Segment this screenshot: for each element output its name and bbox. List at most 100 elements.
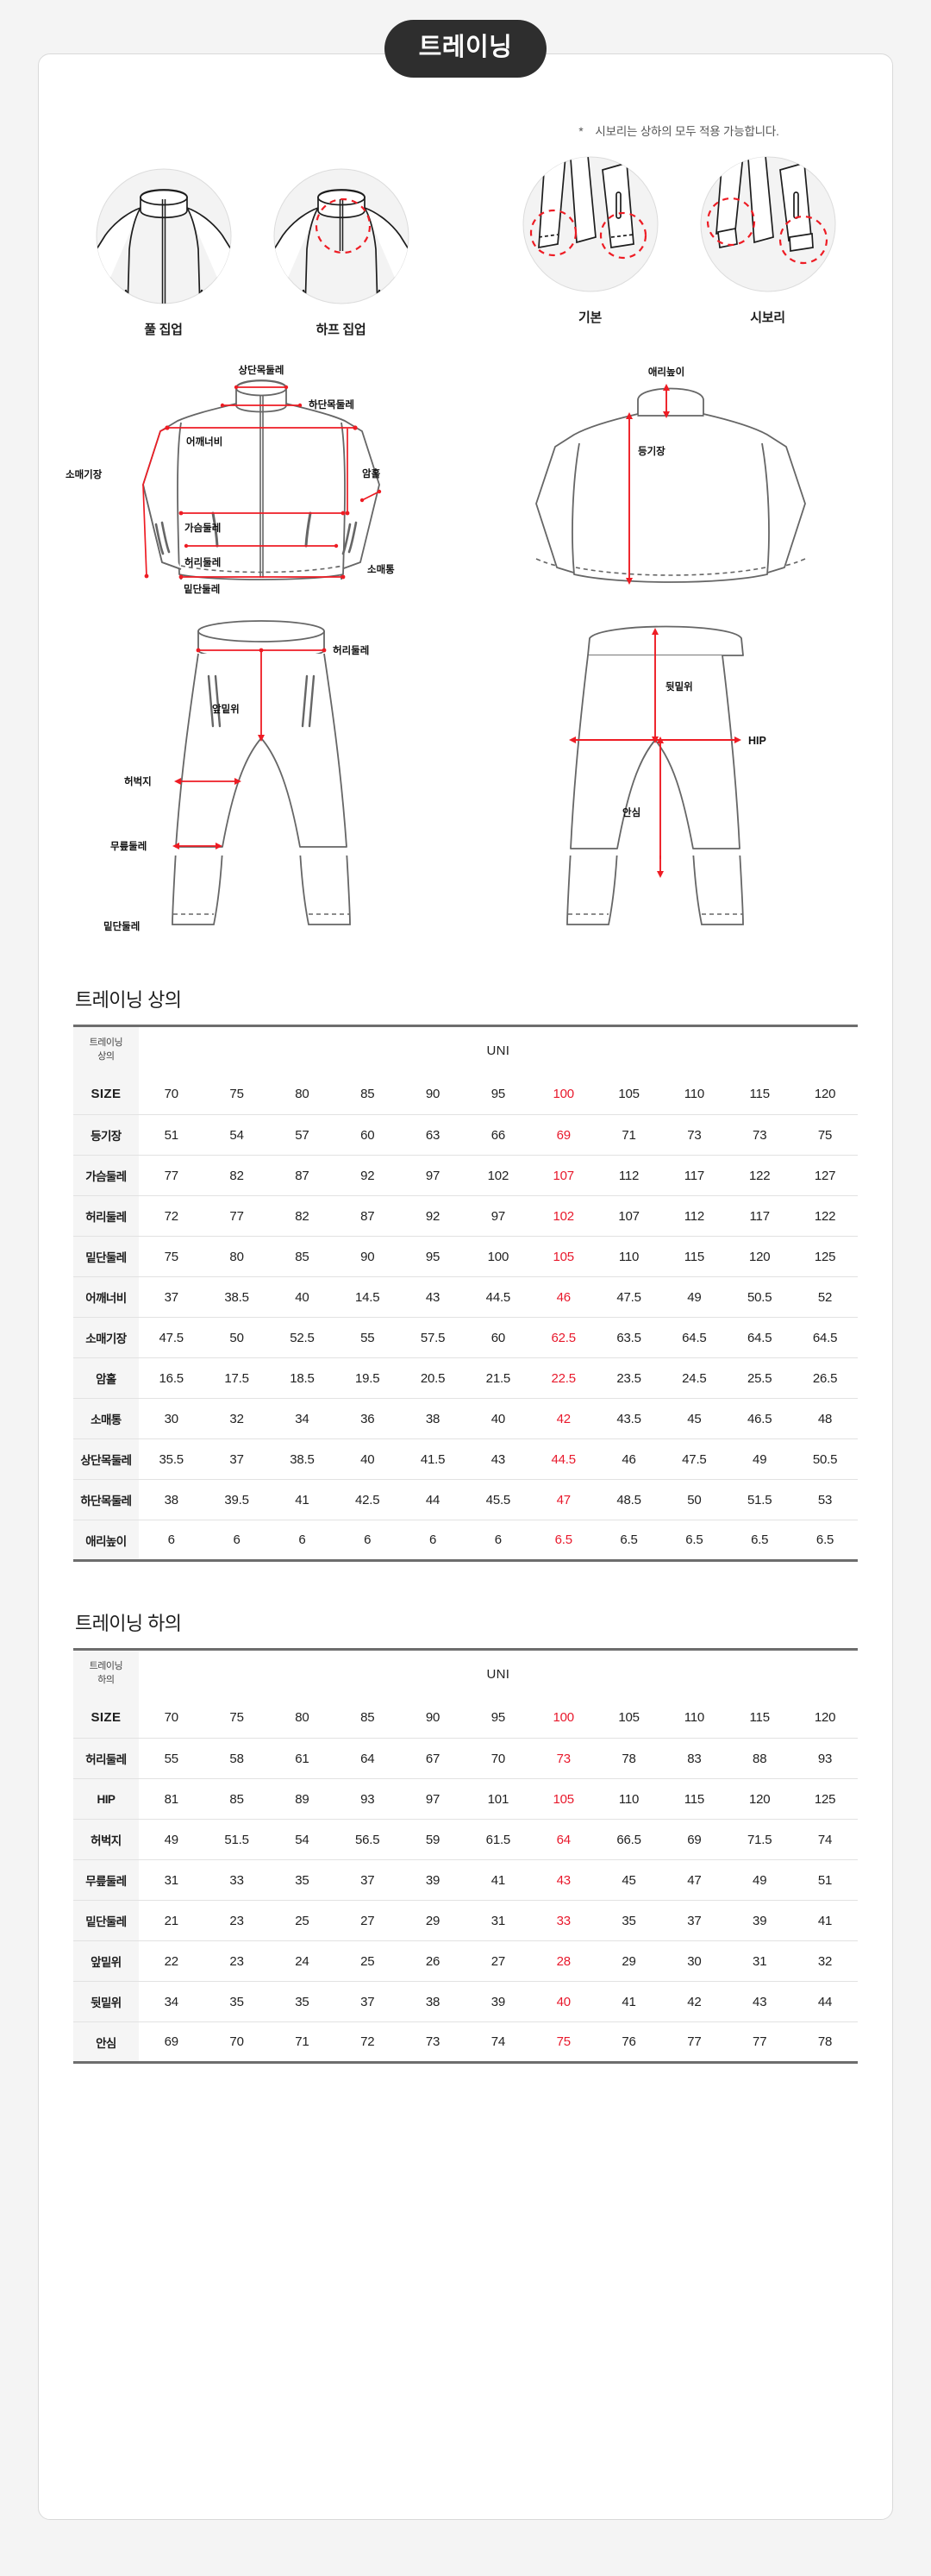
figure-half-zip: 하프 집업 <box>264 163 419 338</box>
cell-r0-c6: 100 <box>530 1074 597 1115</box>
cell-r1-c7: 71 <box>596 1114 662 1156</box>
cell-r5-c6: 33 <box>530 1900 597 1941</box>
cell-r7-c8: 24.5 <box>661 1357 728 1399</box>
cell-r4-c8: 115 <box>661 1236 728 1277</box>
cell-r4-c0: 31 <box>138 1859 204 1901</box>
measure-endpoints <box>144 385 381 580</box>
table-row: SIZE 70 75 80 85 90 95 100 105 110 115 120 <box>73 1697 858 1739</box>
figure-caption-rib-cuff: 시보리 <box>750 310 785 325</box>
cell-r11-c3: 6 <box>364 1532 372 1547</box>
cell-r5-c4: 29 <box>400 1900 466 1941</box>
cell-r7-c9: 43 <box>727 1981 793 2022</box>
cell-r5-c4: 43 <box>400 1276 466 1318</box>
label-front-rise: 앞밑위 <box>212 704 240 715</box>
row-header-0: SIZE <box>73 1697 139 1739</box>
cell-r10-c2: 41 <box>269 1479 335 1520</box>
cell-r8-c2: 71 <box>295 2034 309 2049</box>
cell-r0-c2: 80 <box>269 1697 335 1739</box>
cell-r2-c10: 127 <box>792 1155 858 1196</box>
cell-r2-c1: 85 <box>203 1778 270 1820</box>
cell-r3-c9: 117 <box>727 1195 793 1237</box>
table-row: SIZE 70 75 80 85 90 95 100 105 110 115 120 <box>73 1074 858 1115</box>
cell-r8-c10: 48 <box>792 1398 858 1439</box>
cell-r6-c8: 30 <box>661 1940 728 1982</box>
cell-r8-c1: 32 <box>203 1398 270 1439</box>
table-row: 등기장 51 54 57 60 63 66 69 71 73 73 75 <box>73 1114 858 1156</box>
cell-r4-c5: 41 <box>465 1859 531 1901</box>
cell-r2-c3: 92 <box>334 1155 401 1196</box>
cell-r1-c1: 58 <box>203 1738 270 1779</box>
cell-r4-c7: 45 <box>596 1859 662 1901</box>
cell-r3-c2: 54 <box>269 1819 335 1860</box>
table-title-bottom: 트레이닝 하의 <box>75 1613 182 1634</box>
cell-r3-c5: 61.5 <box>465 1819 531 1860</box>
figure-basic-cuff: 기본 <box>513 151 668 326</box>
cell-r1-c0: 51 <box>138 1114 204 1156</box>
table-group-header: UNI <box>486 1043 510 1058</box>
label-bottom-neck: 하단목둘레 <box>309 398 354 411</box>
cell-r3-c1: 51.5 <box>203 1819 270 1860</box>
row-header-9: 상단목둘레 <box>73 1438 139 1480</box>
highlight-circle-icon <box>529 209 577 257</box>
row-header-6: 소매기장 <box>73 1317 139 1358</box>
cell-r3-c6: 102 <box>530 1195 597 1237</box>
cell-r9-c8: 47.5 <box>661 1438 728 1480</box>
cell-r3-c0: 72 <box>138 1195 204 1237</box>
table-block-top: 트레이닝 상의 트레이닝 상의 UNI SIZE 70 75 80 85 90 95 100 1… <box>73 985 858 1562</box>
label-back-rise: 뒷밑위 <box>665 681 693 693</box>
table-row: 하단목둘레 38 39.5 41 42.5 44 45.5 47 48.5 50 51.5 53 <box>73 1479 858 1520</box>
cell-r7-c7: 41 <box>596 1981 662 2022</box>
cell-r6-c1: 50 <box>203 1317 270 1358</box>
cell-r3-c3: 56.5 <box>334 1819 401 1860</box>
cell-r5-c5: 44.5 <box>465 1276 531 1318</box>
row-header-7: 뒷밑위 <box>73 1981 139 2022</box>
pants-back-lower-svg <box>565 856 744 925</box>
cell-r9-c0: 35.5 <box>138 1438 204 1480</box>
cell-r1-c2: 57 <box>269 1114 335 1156</box>
cell-r11-c2: 6 <box>298 1532 306 1547</box>
cell-r11-c4: 6 <box>428 1532 437 1547</box>
page-title-badge: 트레이닝 <box>384 20 547 78</box>
cell-r1-c2: 61 <box>269 1738 335 1779</box>
cell-r9-c10: 50.5 <box>792 1438 858 1480</box>
jacket-back-diagram: 애리높이 등기장 <box>466 362 892 595</box>
cell-r5-c3: 14.5 <box>334 1276 401 1318</box>
cell-r2-c10: 125 <box>792 1778 858 1820</box>
table-row: 허리둘레 55 58 61 64 67 70 73 78 83 88 93 <box>73 1738 858 1779</box>
row-header-8: 소매통 <box>73 1398 139 1439</box>
cell-r0-c8: 110 <box>661 1074 728 1115</box>
pants-front-lower-svg: 밑단둘레 <box>103 856 351 932</box>
cell-r4-c2: 85 <box>269 1236 335 1277</box>
cell-r5-c1: 23 <box>203 1900 270 1941</box>
table-corner-label: 트레이닝 상의 <box>73 1025 139 1075</box>
cell-r4-c1: 80 <box>203 1236 270 1277</box>
cell-r10-c0: 38 <box>138 1479 204 1520</box>
cell-r6-c9: 64.5 <box>727 1317 793 1358</box>
table-row: 허리둘레 72 77 82 87 92 97 102 107 112 117 122 <box>73 1195 858 1237</box>
cell-r5-c10: 52 <box>792 1276 858 1318</box>
cell-r8-c4: 38 <box>400 1398 466 1439</box>
note-star-icon: * <box>578 125 584 138</box>
size-table-bottom: 트레이닝 하의 UNI SIZE 70 75 80 85 90 95 100 105 110 115… <box>73 1648 858 2064</box>
corner-line-2: 하의 <box>97 1675 115 1686</box>
cell-r6-c3: 55 <box>334 1317 401 1358</box>
cell-r5-c2: 25 <box>269 1900 335 1941</box>
cell-r0-c8: 110 <box>661 1697 728 1739</box>
table-row: 허벅지 49 51.5 54 56.5 59 61.5 64 66.5 69 71.5 74 <box>73 1819 858 1860</box>
cuff-type-group: * 시보리는 상하의 모두 적용 가능합니다. <box>466 122 892 338</box>
cell-r11-c9: 6.5 <box>751 1532 769 1547</box>
figure-caption-full-zip: 풀 집업 <box>144 323 183 337</box>
cell-r1-c6: 69 <box>530 1114 597 1156</box>
label-armhole: 암홀 <box>362 467 381 479</box>
cell-r6-c0: 47.5 <box>138 1317 204 1358</box>
cell-r6-c0: 22 <box>138 1940 204 1982</box>
figure-caption-half-zip: 하프 집업 <box>316 323 366 337</box>
cell-r5-c0: 21 <box>138 1900 204 1941</box>
zip-type-group: 풀 집업 <box>39 122 466 338</box>
cell-r8-c8: 45 <box>661 1398 728 1439</box>
cell-r10-c10: 53 <box>792 1479 858 1520</box>
cell-r7-c4: 38 <box>400 1981 466 2022</box>
cell-r10-c9: 51.5 <box>727 1479 793 1520</box>
cell-r0-c0: 70 <box>138 1697 204 1739</box>
label-collar-height: 애리높이 <box>647 366 684 378</box>
